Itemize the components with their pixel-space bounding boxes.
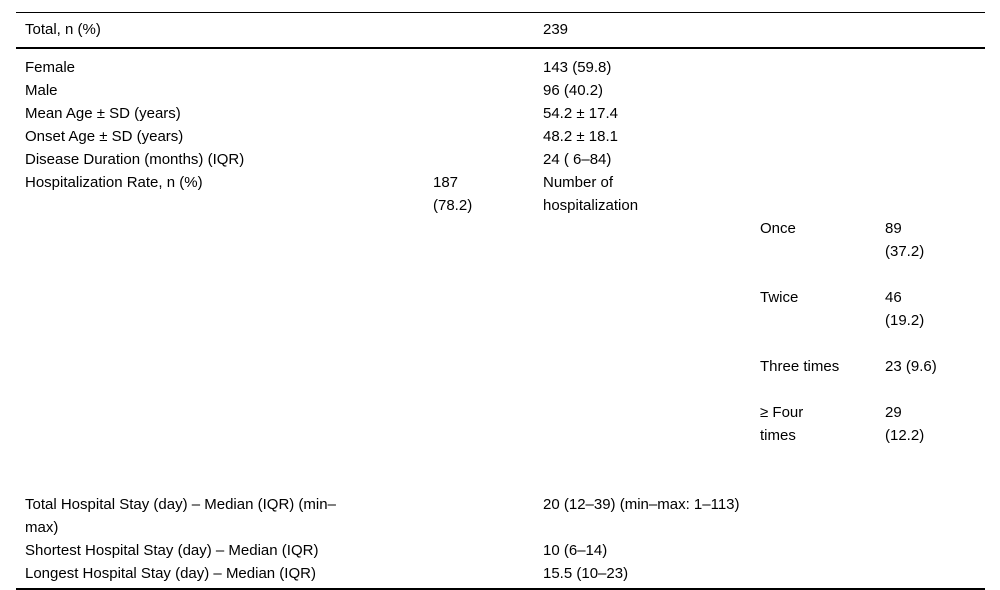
- characteristics-table-wrap: Total, n (%) 239 Female 143 (59.8) Male …: [16, 12, 985, 590]
- table-row-onset-age: Onset Age ± SD (years) 48.2 ± 18.1: [16, 125, 985, 148]
- header-empty-cell-2: [760, 13, 985, 49]
- sub-row-value: 29 (12.2): [885, 404, 925, 444]
- hospitalization-sub-rows: Once 89 (37.2) Twice 46 (19.2) Three tim…: [760, 194, 985, 470]
- table-header: Total, n (%) 239: [16, 13, 985, 49]
- characteristics-table: Total, n (%) 239 Female 143 (59.8) Male …: [16, 12, 985, 590]
- header-label: Total, n (%): [25, 21, 101, 38]
- header-total-value: 239: [543, 21, 569, 38]
- sub-row-value: 89 (37.2): [885, 220, 925, 260]
- sub-row-label: Once: [760, 220, 796, 237]
- empty-cell: [433, 79, 543, 102]
- table-body: Female 143 (59.8) Male 96 (40.2) Mean Ag…: [16, 48, 985, 589]
- sub-row-twice: Twice 46 (19.2): [760, 286, 985, 332]
- row-label: Hospitalization Rate, n (%): [25, 174, 203, 191]
- table-row-hospitalization-rate: Hospitalization Rate, n (%) 187 (78.2) N…: [16, 171, 985, 493]
- empty-cell: [433, 493, 543, 539]
- row-value: 48.2 ± 18.1: [543, 128, 618, 145]
- hospitalization-sub-table: Once 89 (37.2) Twice 46 (19.2) Three tim…: [760, 171, 985, 493]
- empty-cell: [433, 562, 543, 589]
- sub-row-four-or-more-times: ≥ Four times 29 (12.2): [760, 401, 985, 447]
- sub-row-value: 46 (19.2): [885, 289, 925, 329]
- row-label: Female: [25, 59, 76, 76]
- row-label: Longest Hospital Stay (day) – Median (IQ…: [25, 565, 316, 582]
- row-label: Onset Age ± SD (years): [25, 128, 184, 145]
- table-row-shortest-hospital-stay: Shortest Hospital Stay (day) – Median (I…: [16, 539, 985, 562]
- sub-row-value: 23 (9.6): [885, 358, 937, 375]
- table-row-total-hospital-stay: Total Hospital Stay (day) – Median (IQR)…: [16, 493, 985, 539]
- row-value: 54.2 ± 17.4: [543, 105, 618, 122]
- empty-cell: [760, 79, 985, 102]
- sub-row-once: Once 89 (37.2): [760, 217, 985, 263]
- empty-cell: [760, 539, 985, 562]
- sub-row-three-times: Three times 23 (9.6): [760, 355, 985, 378]
- page: Total, n (%) 239 Female 143 (59.8) Male …: [16, 12, 985, 590]
- empty-cell: [760, 562, 985, 589]
- row-value: 20 (12–39) (min–max: 1–113): [543, 496, 740, 513]
- header-empty-cell: [433, 13, 543, 49]
- empty-cell: [433, 102, 543, 125]
- row-label: Total Hospital Stay (day) – Median (IQR)…: [25, 496, 336, 536]
- row-label: Shortest Hospital Stay (day) – Median (I…: [25, 542, 319, 559]
- row-label: Male: [25, 82, 58, 99]
- empty-cell: [760, 148, 985, 171]
- empty-cell: [433, 539, 543, 562]
- sub-row-label: ≥ Four times: [760, 404, 804, 444]
- row-label: Mean Age ± SD (years): [25, 105, 181, 122]
- row-value: 143 (59.8): [543, 59, 612, 76]
- empty-cell: [760, 493, 985, 539]
- row-value: 10 (6–14): [543, 542, 608, 559]
- sub-row-label: Twice: [760, 289, 799, 306]
- empty-cell: [433, 48, 543, 79]
- empty-cell: [760, 102, 985, 125]
- header-row: Total, n (%) 239: [16, 13, 985, 49]
- sub-row-label: Three times: [760, 358, 840, 375]
- hospitalization-sub-label: Number of hospitalization: [543, 174, 639, 214]
- table-row-disease-duration: Disease Duration (months) (IQR) 24 ( 6–8…: [16, 148, 985, 171]
- row-label: Disease Duration (months) (IQR): [25, 151, 245, 168]
- hospitalization-rate-value: 187 (78.2): [433, 174, 473, 214]
- empty-cell: [433, 148, 543, 171]
- table-row-longest-hospital-stay: Longest Hospital Stay (day) – Median (IQ…: [16, 562, 985, 589]
- row-value: 96 (40.2): [543, 82, 604, 99]
- table-row-male: Male 96 (40.2): [16, 79, 985, 102]
- table-row-mean-age: Mean Age ± SD (years) 54.2 ± 17.4: [16, 102, 985, 125]
- empty-cell: [760, 125, 985, 148]
- row-value: 24 ( 6–84): [543, 151, 612, 168]
- empty-cell: [760, 48, 985, 79]
- row-value: 15.5 (10–23): [543, 565, 629, 582]
- empty-cell: [433, 125, 543, 148]
- table-row-female: Female 143 (59.8): [16, 48, 985, 79]
